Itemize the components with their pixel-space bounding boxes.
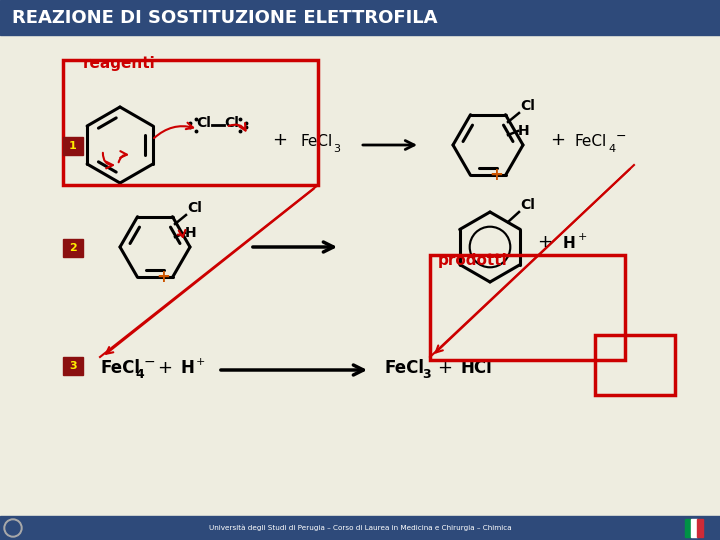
Circle shape: [4, 519, 22, 537]
Text: H: H: [180, 359, 194, 377]
Text: 3: 3: [69, 361, 77, 371]
Text: +: +: [272, 131, 287, 149]
Text: H: H: [518, 124, 530, 138]
Text: 3: 3: [422, 368, 431, 381]
Text: 1: 1: [69, 141, 77, 151]
Circle shape: [6, 521, 20, 535]
Text: Cl: Cl: [225, 116, 240, 130]
Bar: [685, 519, 691, 537]
Text: HCl: HCl: [460, 359, 492, 377]
Bar: [595, 335, 675, 395]
Text: +: +: [438, 359, 452, 377]
Text: +: +: [538, 233, 552, 251]
Bar: [0, 516, 720, 540]
Text: +: +: [196, 357, 205, 367]
Text: Cl: Cl: [197, 116, 212, 130]
Text: H: H: [185, 226, 197, 240]
Text: REAZIONE DI SOSTITUZIONE ELETTROFILA: REAZIONE DI SOSTITUZIONE ELETTROFILA: [12, 9, 438, 27]
Text: FeCl: FeCl: [300, 134, 332, 150]
Bar: [0, 0, 720, 35]
Bar: [63, 239, 83, 257]
Text: +: +: [158, 359, 173, 377]
Bar: [63, 60, 318, 185]
Text: −: −: [144, 355, 156, 369]
Text: +: +: [156, 268, 170, 286]
Text: 4: 4: [608, 144, 615, 154]
Text: 3: 3: [333, 144, 340, 154]
Bar: [697, 519, 703, 537]
Text: reagenti: reagenti: [83, 56, 156, 71]
Text: H: H: [563, 237, 576, 252]
Text: +: +: [578, 232, 588, 242]
Text: FeCl: FeCl: [100, 359, 140, 377]
Text: +: +: [489, 166, 503, 184]
Text: Università degli Studi di Perugia – Corso di Laurea in Medicina e Chirurgia – Ch: Università degli Studi di Perugia – Cors…: [209, 525, 511, 531]
Text: Cl: Cl: [187, 201, 202, 215]
Text: 2: 2: [69, 243, 77, 253]
Bar: [691, 519, 697, 537]
Text: prodotti: prodotti: [438, 253, 508, 268]
Text: 4: 4: [135, 368, 144, 381]
Text: FeCl: FeCl: [385, 359, 425, 377]
Text: −: −: [616, 130, 626, 143]
Text: FeCl: FeCl: [575, 134, 607, 150]
Bar: [430, 255, 625, 360]
Bar: [63, 137, 83, 155]
Bar: [63, 357, 83, 375]
Text: Cl: Cl: [520, 198, 535, 212]
Text: +: +: [551, 131, 565, 149]
Text: Cl: Cl: [520, 99, 535, 113]
